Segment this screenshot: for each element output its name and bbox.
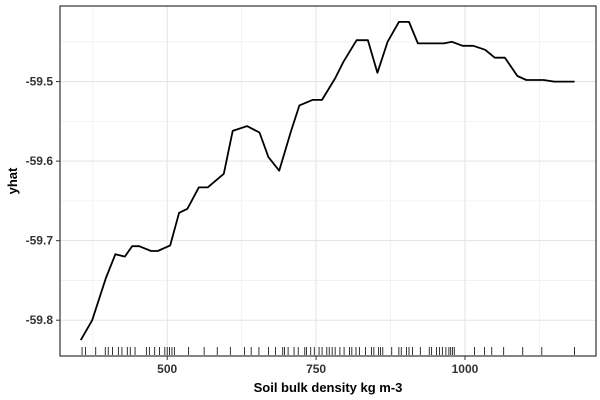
- series-line-yhat: [80, 20, 575, 341]
- minor-gridlines: [60, 6, 596, 356]
- rug-marks: [81, 347, 575, 355]
- series-layer: [80, 20, 575, 341]
- x-tick-label: 750: [306, 362, 326, 376]
- y-axis-title: yhat: [5, 167, 20, 194]
- major-gridlines: [60, 6, 596, 356]
- x-tick-label: 500: [157, 362, 177, 376]
- x-axis-title: Soil bulk density kg m-3: [254, 380, 403, 395]
- y-tick-label: -59.5: [26, 75, 54, 89]
- x-axis: 500 750 1000: [157, 356, 479, 376]
- y-tick-label: -59.8: [26, 313, 54, 327]
- y-axis: -59.8 -59.7 -59.6 -59.5: [26, 75, 60, 327]
- y-tick-label: -59.7: [26, 234, 54, 248]
- y-tick-label: -59.6: [26, 154, 54, 168]
- panel-border: [59, 5, 597, 357]
- x-tick-label: 1000: [452, 362, 479, 376]
